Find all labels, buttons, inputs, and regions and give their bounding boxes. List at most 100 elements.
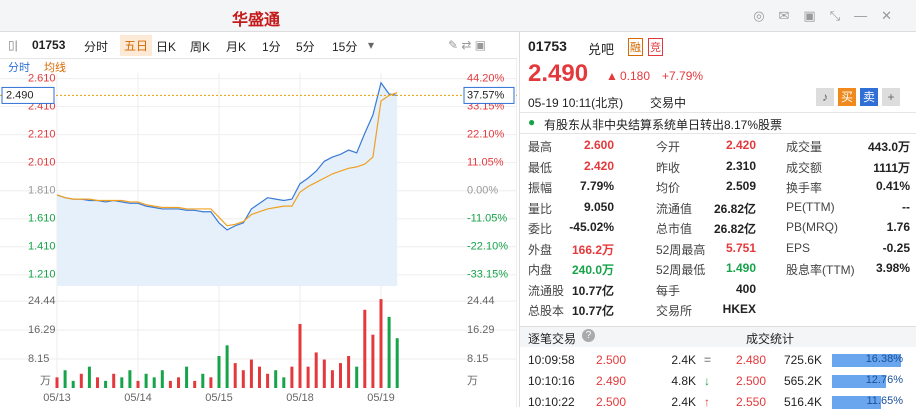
stat-value: 2.310 xyxy=(725,158,756,173)
chart-tab: 均线 xyxy=(44,60,66,74)
brand: 华盛通 xyxy=(232,12,281,29)
current-pct: 37.57% xyxy=(467,89,505,101)
y-tick-label: 1.610 xyxy=(28,213,56,225)
vol-tick-label: 24.44 xyxy=(467,295,495,307)
stat-label: 流通股 xyxy=(528,283,565,298)
deal-price: 2.550 xyxy=(736,395,767,409)
period-tab[interactable]: 1分 xyxy=(262,40,281,54)
stat-label: EPS xyxy=(786,240,811,255)
quote-time: 05-19 10:11(北京) xyxy=(528,96,624,110)
y-tick-label: 1.410 xyxy=(28,241,56,253)
stat-label: 最高 xyxy=(528,140,553,154)
dropdown[interactable]: ▾ xyxy=(368,38,375,52)
up-arrow: ▲ xyxy=(606,69,618,83)
trade-volume: 2.4K xyxy=(671,395,696,409)
volume-bar xyxy=(71,380,75,388)
stat-value: 0.41% xyxy=(875,179,910,193)
help-icon[interactable]: ? xyxy=(582,329,595,342)
stat-label: 内盘 xyxy=(528,263,553,277)
period-tab[interactable]: 五日 xyxy=(120,35,153,56)
deal-price: 2.480 xyxy=(736,353,767,367)
volume-bar xyxy=(128,370,132,388)
notice[interactable]: 有股东从非中央结算系统单日转出8.17%股票 xyxy=(544,118,783,132)
stat-label: 成交额 xyxy=(786,160,823,175)
period-tab[interactable]: 5分 xyxy=(296,40,315,54)
quote-code: 01753 xyxy=(528,38,567,54)
stat-label: 换手率 xyxy=(786,181,823,195)
deal-volume: 516.4K xyxy=(783,395,822,409)
y-tick-label: 2.610 xyxy=(28,73,56,85)
price: 2.490 xyxy=(528,60,589,87)
period-tab[interactable]: 分时 xyxy=(84,40,109,54)
add-button[interactable]: + xyxy=(882,88,900,106)
volume-bar xyxy=(298,324,302,388)
y2-tick-label: 44.20% xyxy=(467,73,505,85)
volume-bar xyxy=(201,373,205,388)
stat-label: 均价 xyxy=(656,181,681,195)
stat-value: 2.420 xyxy=(583,158,614,173)
volume-bar xyxy=(330,370,334,388)
y2-tick-label: -22.10% xyxy=(467,241,508,253)
bell[interactable]: ♪ xyxy=(816,88,834,106)
volume-bar xyxy=(347,356,351,388)
stat-value: HKEX xyxy=(722,302,756,316)
notice-bar xyxy=(520,112,916,134)
tool-icons[interactable]: ✎ ⇄ ▣ xyxy=(448,38,487,52)
sell-button[interactable]: 卖 xyxy=(860,88,878,106)
deal-bar xyxy=(832,375,887,388)
y2-tick-label: 0.00% xyxy=(467,185,498,197)
volume-bar xyxy=(79,373,83,388)
deal-volume: 725.6K xyxy=(783,353,822,367)
stat-value: 1.76 xyxy=(886,220,910,234)
volume-bar xyxy=(290,366,294,388)
vol-tick-label: 24.44 xyxy=(28,295,56,307)
volume-bar xyxy=(314,352,318,388)
volume-bar xyxy=(152,377,156,388)
trade-dir: ↓ xyxy=(704,374,710,388)
volume-bar xyxy=(258,366,261,388)
buy-button[interactable]: 买 xyxy=(838,88,856,106)
stat-value: 2.600 xyxy=(583,138,614,152)
volume-bar xyxy=(104,380,108,388)
volume-bar xyxy=(168,380,172,388)
stat-value: 2.420 xyxy=(725,138,756,152)
vol-tick-label: 8.15 xyxy=(28,353,49,365)
badge: 竞 xyxy=(648,38,663,56)
volume-bar xyxy=(120,377,124,388)
quote-panel: 01753 兑吧 融 竞 2.490 ▲ 0.180 +7.79% 05-19 … xyxy=(519,32,916,409)
x-tick-label: 05/19 xyxy=(367,392,395,404)
deal-price: 2.500 xyxy=(736,374,767,388)
panel-toggle[interactable]: ▯| xyxy=(8,38,18,52)
period-tab[interactable]: 周K xyxy=(190,40,211,54)
volume-bar xyxy=(233,363,237,388)
volume-bar xyxy=(96,377,99,388)
trade-price: 2.500 xyxy=(596,395,627,409)
volume-bar xyxy=(55,377,59,388)
stat-label: 振幅 xyxy=(528,181,553,195)
volume-bar xyxy=(339,363,342,388)
stat-value: 3.98% xyxy=(875,261,910,275)
period-tab[interactable]: 15分 xyxy=(332,40,358,54)
x-tick-label: 05/15 xyxy=(205,392,233,404)
window-icons[interactable]: ◎✉▣⤡—✕ xyxy=(753,8,906,23)
volume-bar xyxy=(160,370,164,388)
period-tab[interactable]: 日K xyxy=(156,40,177,54)
deal-pct: 11.65% xyxy=(866,395,904,407)
volume-bar xyxy=(241,370,245,388)
stat-label: 委比 xyxy=(528,222,553,236)
stat-value: 1111万 xyxy=(873,160,910,175)
trade-time: 10:10:16 xyxy=(528,374,575,388)
stat-value: 26.82亿 xyxy=(713,201,756,216)
x-tick-label: 05/18 xyxy=(286,392,314,404)
vol-unit: 万 xyxy=(467,375,478,387)
stat-value: 10.77亿 xyxy=(571,304,614,318)
stat-value: 10.77亿 xyxy=(571,283,614,298)
stat-value: 1.490 xyxy=(725,261,756,275)
deal-bar xyxy=(832,396,882,409)
stat-label: 成交量 xyxy=(786,140,823,154)
volume-bar xyxy=(112,373,116,388)
period-tab[interactable]: 月K xyxy=(226,40,247,54)
volume-bar xyxy=(193,380,197,388)
stat-label: 每手 xyxy=(656,283,681,298)
